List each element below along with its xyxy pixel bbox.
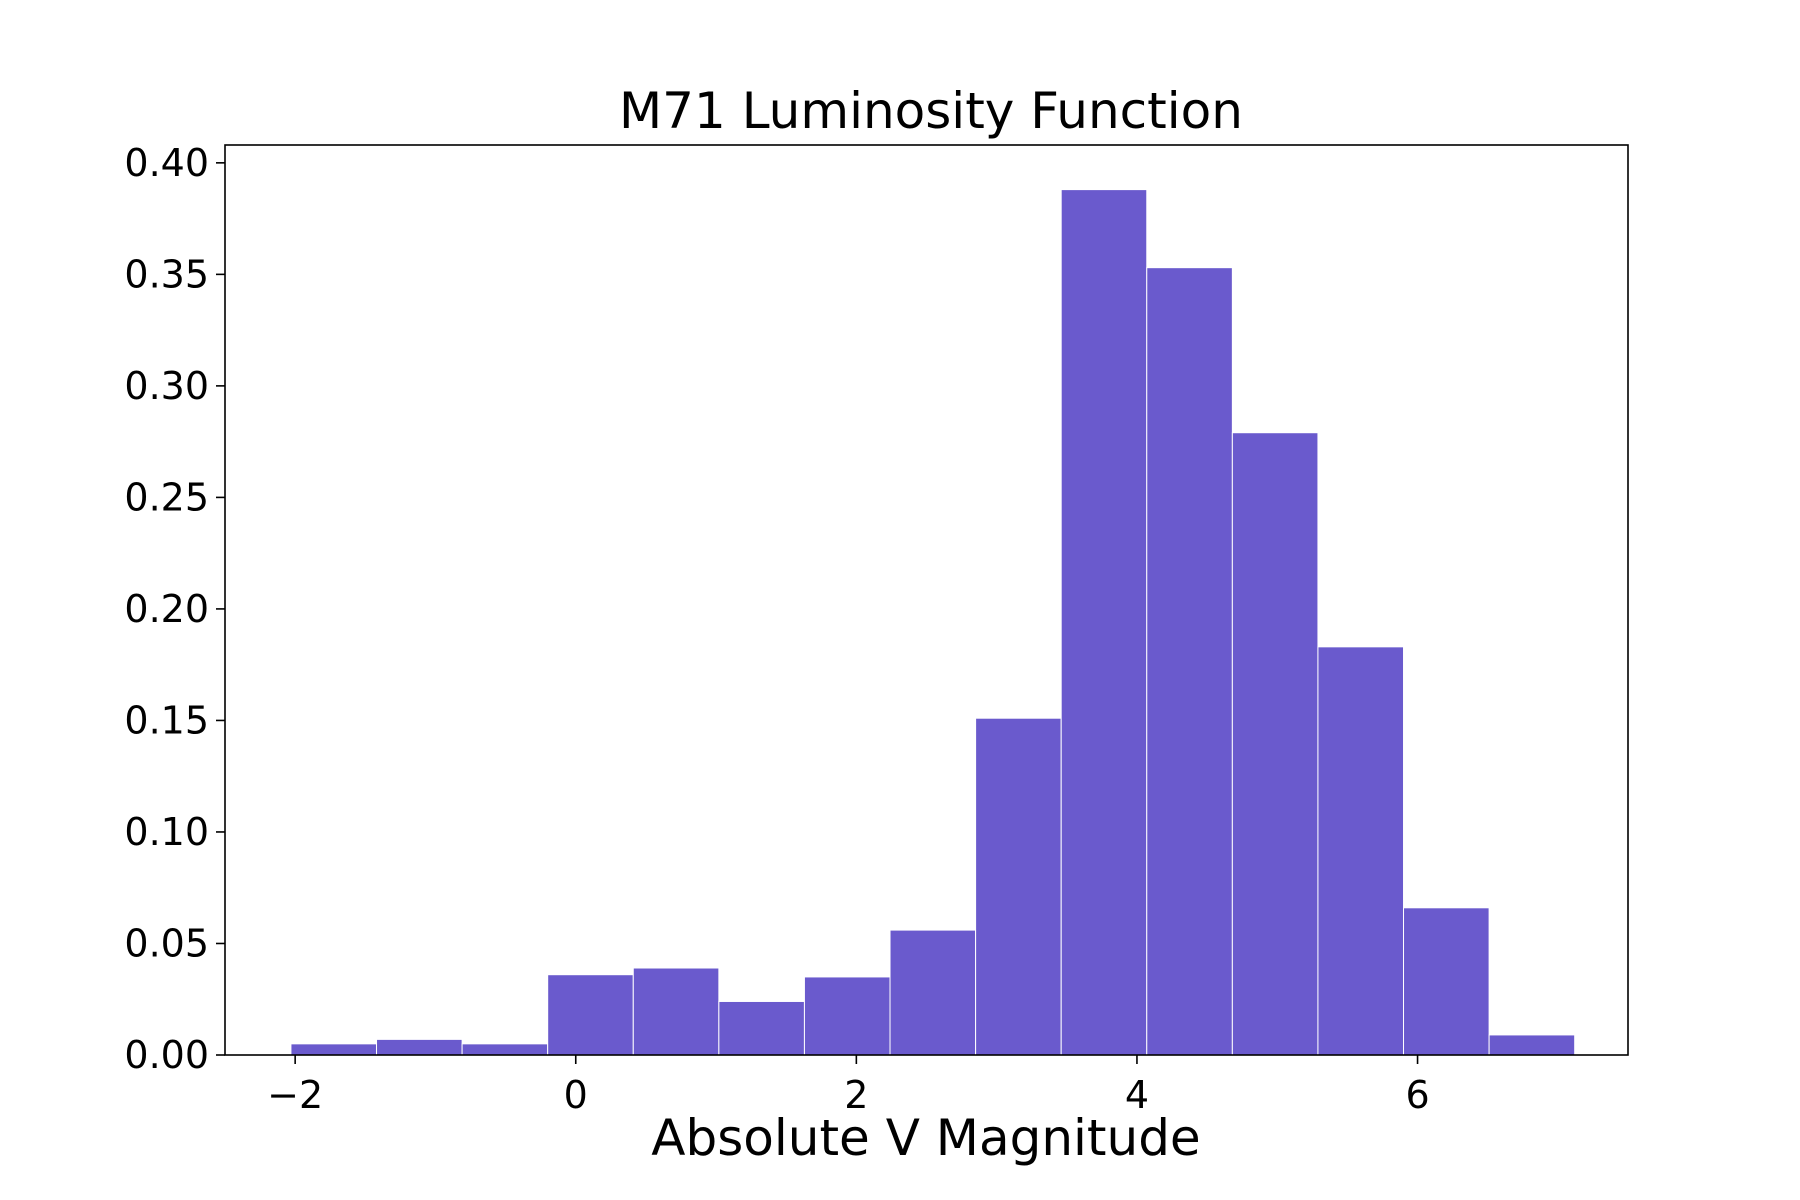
y-tick-label: 0.35	[124, 252, 209, 296]
x-axis: −2 0 2 4 6	[267, 1055, 1430, 1117]
histogram-bar	[1231, 432, 1319, 1056]
x-tick-label: −2	[267, 1073, 323, 1117]
y-tick-label: 0.15	[124, 698, 209, 742]
histogram-bar	[1403, 907, 1490, 1056]
x-tick-label: 0	[564, 1073, 588, 1117]
y-tick-label: 0.25	[124, 475, 209, 519]
y-tick-label: 0.00	[124, 1033, 209, 1077]
histogram-bars	[290, 189, 1576, 1056]
x-tick-label: 2	[844, 1073, 868, 1117]
histogram-bar	[803, 976, 891, 1056]
histogram-bar	[632, 967, 720, 1056]
histogram-bar	[975, 717, 1062, 1056]
histogram-bar	[461, 1043, 549, 1056]
histogram-bar	[547, 974, 634, 1056]
histogram-bar	[1146, 267, 1233, 1056]
y-axis: 0.00 0.05 0.10 0.15 0.20 0.25 0.30 0.35 0.40	[124, 141, 225, 1077]
plot-frame	[224, 144, 1629, 1056]
x-axis-label: Absolute V Magnitude	[651, 1109, 1200, 1167]
y-tick-label: 0.30	[124, 364, 209, 408]
y-tick-label: 0.20	[124, 587, 209, 631]
y-tick-label: 0.05	[124, 921, 209, 965]
x-tick-label: 6	[1405, 1073, 1429, 1117]
histogram-bar	[1060, 189, 1148, 1056]
y-tick-label: 0.40	[124, 141, 209, 185]
histogram-bar	[1488, 1034, 1576, 1056]
chart-title: M71 Luminosity Function	[619, 82, 1243, 140]
histogram-bar	[889, 929, 977, 1056]
x-tick-label: 4	[1125, 1073, 1149, 1117]
histogram-bar	[376, 1038, 463, 1056]
histogram-bar	[718, 1000, 805, 1056]
histogram-bar	[290, 1043, 378, 1056]
histogram-bar	[1317, 646, 1405, 1056]
y-tick-label: 0.10	[124, 810, 209, 854]
